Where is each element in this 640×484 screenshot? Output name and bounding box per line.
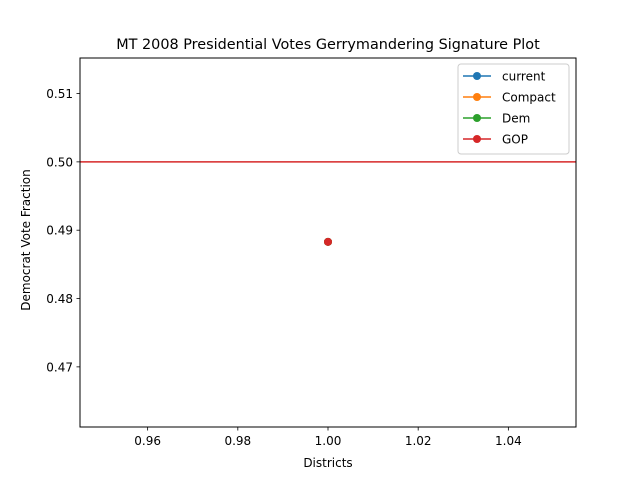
x-tick-label-1: 0.98 <box>224 434 251 448</box>
legend: current Compact Dem GOP <box>457 63 570 155</box>
chart-title: MT 2008 Presidential Votes Gerrymanderin… <box>116 37 540 53</box>
legend-label-3: GOP <box>502 133 528 147</box>
x-tick-label-2: 1.00 <box>315 434 342 448</box>
legend-marker-0 <box>473 72 481 80</box>
y-tick-label-2: 0.49 <box>46 224 73 238</box>
y-tick-label-4: 0.51 <box>46 87 73 101</box>
x-tick-label-0: 0.96 <box>134 434 161 448</box>
legend-marker-1 <box>473 93 481 101</box>
legend-box <box>457 63 570 155</box>
y-tick-label-1: 0.48 <box>46 292 73 306</box>
plot-area <box>80 161 576 246</box>
x-tick-label-3: 1.02 <box>405 434 432 448</box>
x-axis-label: Districts <box>303 456 352 470</box>
legend-label-0: current <box>502 70 546 84</box>
legend-marker-2 <box>473 114 481 122</box>
axes: 0.96 0.98 1.00 1.02 1.04 0.47 0.48 0.49 0.50 0.51 <box>46 57 577 448</box>
y-axis-label: Democrat Vote Fraction <box>19 169 33 310</box>
y-tick-label-3: 0.50 <box>46 155 73 169</box>
x-tick-label-4: 1.04 <box>495 434 522 448</box>
y-tick-label-0: 0.47 <box>46 360 73 374</box>
legend-marker-3 <box>473 135 481 143</box>
data-point-3-0 <box>324 237 332 246</box>
legend-label-2: Dem <box>502 112 530 126</box>
legend-label-1: Compact <box>502 91 556 105</box>
